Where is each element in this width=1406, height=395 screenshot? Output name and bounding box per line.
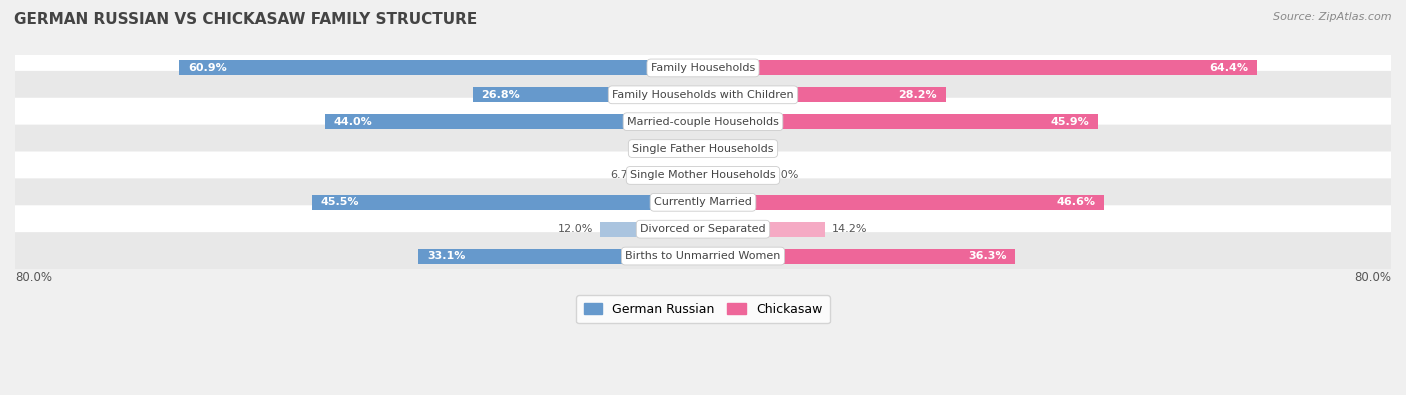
FancyBboxPatch shape — [11, 232, 1395, 280]
Bar — [703, 114, 1098, 129]
Text: 28.2%: 28.2% — [898, 90, 936, 100]
Text: 26.8%: 26.8% — [481, 90, 520, 100]
FancyBboxPatch shape — [11, 179, 1395, 226]
FancyBboxPatch shape — [11, 44, 1395, 92]
Text: 2.8%: 2.8% — [734, 143, 762, 154]
Bar — [325, 114, 703, 129]
Text: GERMAN RUSSIAN VS CHICKASAW FAMILY STRUCTURE: GERMAN RUSSIAN VS CHICKASAW FAMILY STRUC… — [14, 12, 477, 27]
Bar — [179, 60, 703, 75]
Text: 46.6%: 46.6% — [1056, 198, 1095, 207]
Text: 44.0%: 44.0% — [333, 117, 373, 127]
Text: Source: ZipAtlas.com: Source: ZipAtlas.com — [1274, 12, 1392, 22]
FancyBboxPatch shape — [11, 205, 1395, 253]
Bar — [703, 248, 1015, 263]
Text: Married-couple Households: Married-couple Households — [627, 117, 779, 127]
Bar — [600, 222, 703, 237]
Bar — [703, 141, 727, 156]
Bar — [703, 222, 825, 237]
Text: 80.0%: 80.0% — [15, 271, 52, 284]
FancyBboxPatch shape — [11, 125, 1395, 173]
FancyBboxPatch shape — [11, 98, 1395, 146]
Bar — [419, 248, 703, 263]
Text: 12.0%: 12.0% — [558, 224, 593, 234]
Bar — [682, 141, 703, 156]
Text: 33.1%: 33.1% — [427, 251, 465, 261]
Text: Family Households with Children: Family Households with Children — [612, 90, 794, 100]
Text: 45.5%: 45.5% — [321, 198, 359, 207]
Bar — [703, 168, 763, 183]
Text: Single Mother Households: Single Mother Households — [630, 170, 776, 181]
Bar — [312, 195, 703, 210]
Text: 2.4%: 2.4% — [647, 143, 675, 154]
Bar — [703, 87, 945, 102]
Text: 36.3%: 36.3% — [969, 251, 1007, 261]
Bar — [703, 60, 1257, 75]
FancyBboxPatch shape — [11, 152, 1395, 199]
Text: Family Households: Family Households — [651, 63, 755, 73]
Bar — [645, 168, 703, 183]
Text: 14.2%: 14.2% — [832, 224, 868, 234]
Text: 60.9%: 60.9% — [188, 63, 226, 73]
Text: 45.9%: 45.9% — [1050, 117, 1090, 127]
Text: 6.7%: 6.7% — [610, 170, 638, 181]
Text: Divorced or Separated: Divorced or Separated — [640, 224, 766, 234]
Text: Currently Married: Currently Married — [654, 198, 752, 207]
Text: 64.4%: 64.4% — [1209, 63, 1249, 73]
Text: Single Father Households: Single Father Households — [633, 143, 773, 154]
FancyBboxPatch shape — [11, 71, 1395, 119]
Text: Births to Unmarried Women: Births to Unmarried Women — [626, 251, 780, 261]
Legend: German Russian, Chickasaw: German Russian, Chickasaw — [576, 295, 830, 324]
Bar — [703, 195, 1104, 210]
Text: 80.0%: 80.0% — [1354, 271, 1391, 284]
Bar — [472, 87, 703, 102]
Text: 7.0%: 7.0% — [770, 170, 799, 181]
